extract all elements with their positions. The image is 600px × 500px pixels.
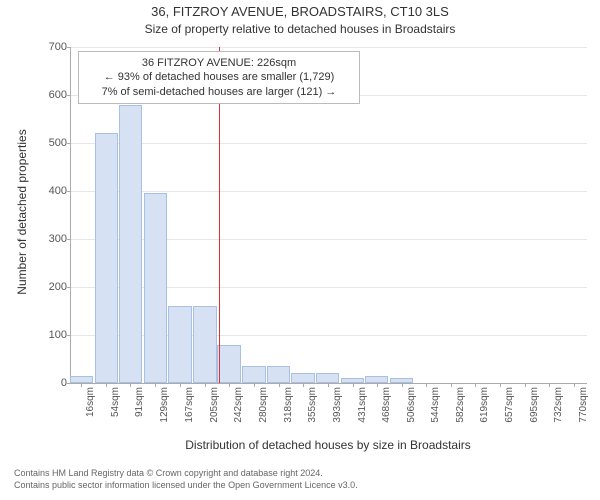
xtick-label: 732sqm (553, 383, 564, 423)
ytick-label: 700 (49, 41, 67, 53)
xtick-mark (500, 383, 501, 387)
bar (193, 306, 217, 383)
xtick-mark (353, 383, 354, 387)
annotation-line-3: 7% of semi-detached houses are larger (1… (85, 85, 353, 99)
xtick-mark (426, 383, 427, 387)
bar (144, 193, 168, 383)
xtick-mark (130, 383, 131, 387)
bar (95, 133, 119, 383)
xtick-mark (402, 383, 403, 387)
xtick-label: 318sqm (283, 383, 294, 423)
xtick-label: 770sqm (578, 383, 589, 423)
ytick-mark (67, 383, 71, 384)
xtick-label: 129sqm (159, 383, 170, 423)
ytick-mark (67, 47, 71, 48)
xtick-label: 355sqm (307, 383, 318, 423)
xtick-mark (525, 383, 526, 387)
xtick-label: 16sqm (85, 383, 96, 417)
y-axis-label: Number of detached properties (15, 77, 29, 347)
bar (365, 376, 389, 383)
xtick-mark (254, 383, 255, 387)
annotation-line-1: 36 FITZROY AVENUE: 226sqm (85, 56, 353, 70)
xtick-label: 657sqm (504, 383, 515, 423)
xtick-mark (475, 383, 476, 387)
xtick-mark (155, 383, 156, 387)
ytick-mark (67, 335, 71, 336)
xtick-mark (81, 383, 82, 387)
xtick-label: 91sqm (134, 383, 145, 417)
bar (70, 376, 94, 383)
bar (119, 105, 143, 383)
xtick-mark (229, 383, 230, 387)
title-address: 36, FITZROY AVENUE, BROADSTAIRS, CT10 3L… (0, 4, 600, 19)
footer-line-2: Contains public sector information licen… (14, 480, 358, 492)
bar (242, 366, 266, 383)
xtick-mark (205, 383, 206, 387)
gridline (71, 47, 587, 48)
ytick-mark (67, 95, 71, 96)
gridline (71, 191, 587, 192)
xtick-mark (549, 383, 550, 387)
xtick-label: 468sqm (381, 383, 392, 423)
xtick-mark (377, 383, 378, 387)
ytick-mark (67, 191, 71, 192)
ytick-label: 500 (49, 137, 67, 149)
annotation-box: 36 FITZROY AVENUE: 226sqm ← 93% of detac… (78, 51, 360, 104)
footer-attribution: Contains HM Land Registry data © Crown c… (14, 468, 358, 491)
figure-container: 36, FITZROY AVENUE, BROADSTAIRS, CT10 3L… (0, 0, 600, 500)
xtick-label: 280sqm (258, 383, 269, 423)
xtick-label: 619sqm (479, 383, 490, 423)
ytick-label: 100 (49, 329, 67, 341)
xtick-label: 544sqm (430, 383, 441, 423)
bar (267, 366, 291, 383)
ytick-label: 200 (49, 281, 67, 293)
xtick-mark (180, 383, 181, 387)
ytick-mark (67, 143, 71, 144)
xtick-label: 582sqm (455, 383, 466, 423)
ytick-label: 400 (49, 185, 67, 197)
xtick-mark (574, 383, 575, 387)
xtick-label: 54sqm (110, 383, 121, 417)
xtick-mark (106, 383, 107, 387)
ytick-mark (67, 239, 71, 240)
xtick-label: 393sqm (332, 383, 343, 423)
xtick-label: 695sqm (529, 383, 540, 423)
xtick-mark (328, 383, 329, 387)
ytick-label: 300 (49, 233, 67, 245)
xtick-mark (303, 383, 304, 387)
gridline (71, 143, 587, 144)
footer-line-1: Contains HM Land Registry data © Crown c… (14, 468, 358, 480)
xtick-mark (451, 383, 452, 387)
ytick-mark (67, 287, 71, 288)
x-axis-label: Distribution of detached houses by size … (70, 438, 586, 452)
bar (316, 373, 340, 383)
xtick-label: 431sqm (357, 383, 368, 423)
xtick-mark (279, 383, 280, 387)
bar (168, 306, 192, 383)
ytick-label: 0 (61, 377, 67, 389)
bar (291, 373, 315, 383)
xtick-label: 506sqm (406, 383, 417, 423)
xtick-label: 242sqm (233, 383, 244, 423)
title-subtitle: Size of property relative to detached ho… (0, 22, 600, 36)
annotation-line-2: ← 93% of detached houses are smaller (1,… (85, 70, 353, 84)
xtick-label: 205sqm (209, 383, 220, 423)
xtick-label: 167sqm (184, 383, 195, 423)
ytick-label: 600 (49, 89, 67, 101)
bar (217, 345, 241, 383)
